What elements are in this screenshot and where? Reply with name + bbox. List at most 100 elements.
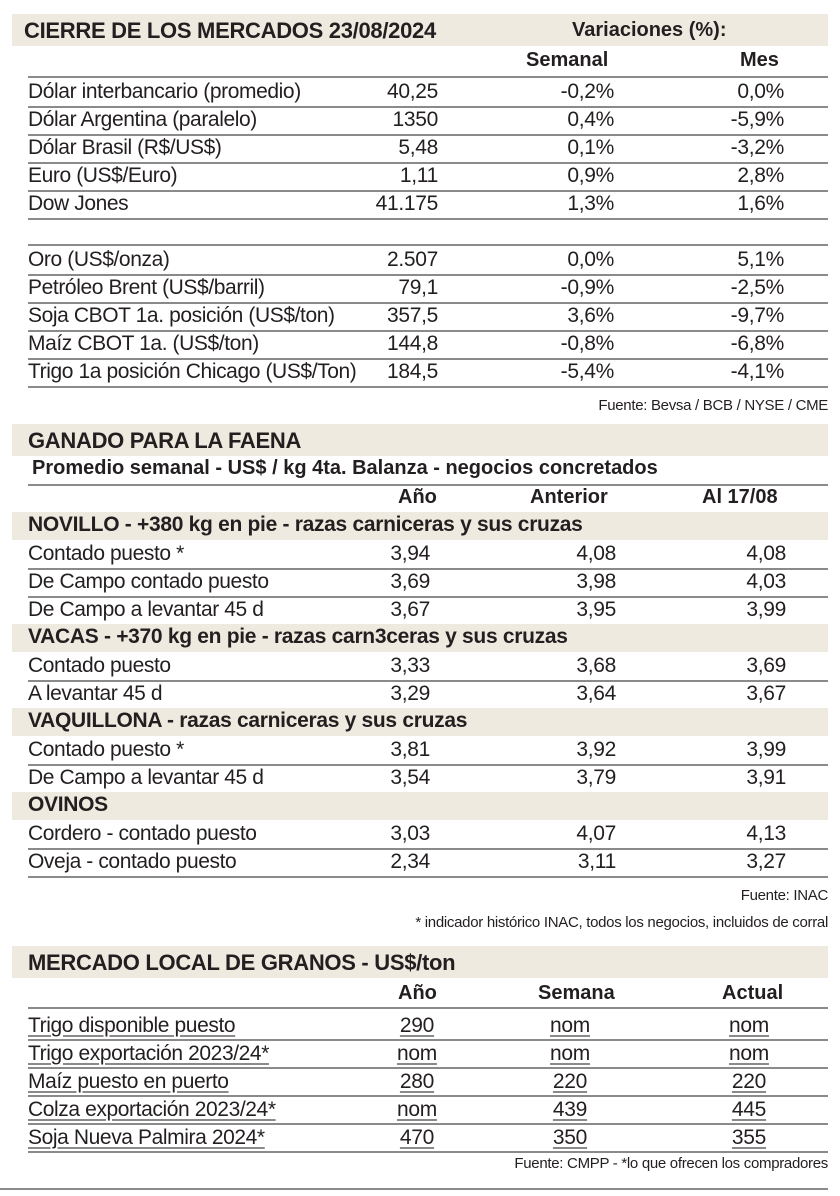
value: 184,5 <box>386 360 438 383</box>
row-divider <box>28 876 828 878</box>
divider <box>28 76 828 78</box>
actual: 3,99 <box>746 738 786 761</box>
table-row: Dólar Argentina (paralelo) 1350 0,4% -5,9% <box>28 106 828 134</box>
anio: 470 <box>399 1126 435 1149</box>
anterior: 4,08 <box>576 542 616 565</box>
anio: 2,34 <box>390 850 430 873</box>
row-label: De Campo a levantar 45 d <box>28 598 264 621</box>
row-divider <box>28 218 828 220</box>
table-row: Oveja - contado puesto 2,34 3,11 3,27 <box>28 848 828 876</box>
row-divider <box>28 596 828 598</box>
row-divider <box>28 244 828 246</box>
group-band <box>12 708 828 736</box>
row-label: Dow Jones <box>28 192 129 215</box>
actual: 445 <box>731 1098 767 1121</box>
row-divider <box>28 330 828 332</box>
actual: 3,69 <box>746 654 786 677</box>
actual: 4,08 <box>746 542 786 565</box>
granos-header-band <box>12 946 828 978</box>
row-label: Dólar Brasil (R$/US$) <box>28 136 222 159</box>
col-mes: Mes <box>740 49 779 71</box>
row-label: De Campo a levantar 45 d <box>28 766 264 789</box>
var-mes: 5,1% <box>737 248 784 271</box>
value: 144,8 <box>386 332 438 355</box>
row-divider <box>28 1039 828 1041</box>
anio: 3,33 <box>390 654 430 677</box>
row-divider <box>28 568 828 570</box>
actual: 3,67 <box>746 682 786 705</box>
anio: nom <box>397 1098 437 1121</box>
var-semanal: 1,3% <box>567 192 614 215</box>
row-label: A levantar 45 d <box>28 682 163 705</box>
divider <box>28 484 828 486</box>
row-divider <box>28 358 828 360</box>
semana: nom <box>550 1042 590 1065</box>
actual: 3,27 <box>746 850 786 873</box>
row-label: Dólar Argentina (paralelo) <box>28 108 257 131</box>
col-anio: Año <box>398 486 437 508</box>
table-row: Maíz CBOT 1a. (US$/ton) 144,8 -0,8% -6,8% <box>28 330 828 358</box>
value: 1350 <box>392 108 438 131</box>
table-row: Euro (US$/Euro) 1,11 0,9% 2,8% <box>28 162 828 190</box>
row-label: Maíz CBOT 1a. (US$/ton) <box>28 332 259 355</box>
actual: nom <box>729 1042 769 1065</box>
row-divider <box>28 134 828 136</box>
semana: nom <box>550 1014 590 1037</box>
row-label: Trigo exportación 2023/24* <box>28 1042 269 1065</box>
row-divider <box>28 1067 828 1069</box>
anio: 3,69 <box>390 570 430 593</box>
row-divider <box>28 386 828 388</box>
row-divider <box>28 680 828 682</box>
actual: 220 <box>731 1070 767 1093</box>
anio: 290 <box>399 1014 435 1037</box>
var-semanal: 0,0% <box>567 248 614 271</box>
ganado-header-band <box>12 424 828 456</box>
row-divider <box>28 764 828 766</box>
group-title: VAQUILLONA - razas carniceras y sus cruz… <box>28 709 468 732</box>
table-row: De Campo contado puesto 3,69 3,98 4,03 <box>28 568 828 596</box>
anterior: 3,68 <box>576 654 616 677</box>
variaciones-label: Variaciones (%): <box>572 19 727 41</box>
table-row: Soja Nueva Palmira 2024* 470 350 355 <box>28 1124 828 1152</box>
semana: 350 <box>552 1126 588 1149</box>
table-row: Dólar Brasil (R$/US$) 5,48 0,1% -3,2% <box>28 134 828 162</box>
group-title: NOVILLO - +380 kg en pie - razas carnice… <box>28 513 583 536</box>
var-mes: -5,9% <box>730 108 785 131</box>
row-divider <box>28 302 828 304</box>
granos-title: MERCADO LOCAL DE GRANOS - US$/ton <box>28 950 456 975</box>
table-row: Dow Jones 41.175 1,3% 1,6% <box>28 190 828 218</box>
var-semanal: 0,1% <box>567 136 614 159</box>
row-divider <box>28 106 828 108</box>
row-label: Contado puesto * <box>28 542 184 565</box>
row-divider <box>28 190 828 192</box>
col-semana: Semana <box>538 982 615 1004</box>
granos-source: Fuente: CMPP - *lo que ofrecen los compr… <box>514 1155 828 1172</box>
ganado-subtitle: Promedio semanal - US$ / kg 4ta. Balanza… <box>32 457 658 479</box>
table-row: Maíz puesto en puerto 280 220 220 <box>28 1068 828 1096</box>
anterior: 3,79 <box>576 766 616 789</box>
table-row: Dólar interbancario (promedio) 40,25 -0,2%… <box>28 78 828 106</box>
anio: nom <box>397 1042 437 1065</box>
var-mes: -4,1% <box>730 360 785 383</box>
row-label: Maíz puesto en puerto <box>28 1070 229 1093</box>
col-al-fecha: Al 17/08 <box>702 486 778 508</box>
var-semanal: 0,4% <box>567 108 614 131</box>
row-divider <box>28 1151 828 1153</box>
row-label: Contado puesto * <box>28 738 184 761</box>
table-row: Trigo exportación 2023/24* nom nom nom <box>28 1040 828 1068</box>
anterior: 3,64 <box>576 682 616 705</box>
anio: 280 <box>399 1070 435 1093</box>
row-label: Petróleo Brent (US$/barril) <box>28 276 265 299</box>
anterior: 3,95 <box>576 598 616 621</box>
col-actual: Actual <box>722 982 784 1004</box>
row-label: Cordero - contado puesto <box>28 822 257 845</box>
row-divider <box>28 1095 828 1097</box>
var-semanal: -0,9% <box>560 276 615 299</box>
actual: 3,99 <box>746 598 786 621</box>
group-band <box>12 624 828 652</box>
row-divider <box>28 1123 828 1125</box>
row-divider <box>28 848 828 850</box>
row-label: Dólar interbancario (promedio) <box>28 80 301 103</box>
col-semanal: Semanal <box>526 49 609 71</box>
value: 1,11 <box>399 164 438 187</box>
